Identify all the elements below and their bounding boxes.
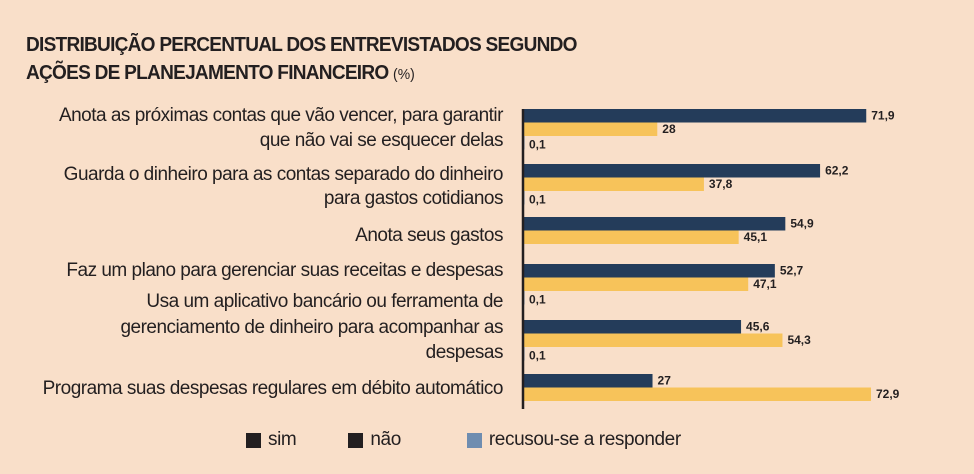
- value-label-recusou: 0,1: [529, 193, 546, 207]
- bar-nao: [524, 333, 783, 347]
- value-label-nao: 54,3: [787, 333, 811, 347]
- value-label-nao: 47,1: [753, 277, 777, 291]
- value-label-sim: 54,9: [790, 217, 814, 231]
- chart-title: DISTRIBUIÇÃO PERCENTUAL DOS ENTREVISTADO…: [26, 31, 577, 89]
- bar-nao: [524, 177, 704, 191]
- bar-nao: [524, 277, 749, 291]
- category-label: Programa suas despesas regulares em débi…: [43, 378, 503, 399]
- value-label-sim: 71,9: [871, 109, 895, 123]
- value-label-sim: 52,7: [780, 264, 804, 278]
- category-label: Faz um plano para gerenciar suas receita…: [66, 260, 503, 281]
- legend-swatch-recusou: [466, 432, 482, 448]
- category-label: Guarda o dinheiro para as contas separad…: [64, 164, 503, 185]
- bar-sim: [524, 320, 742, 334]
- legend-swatch-nao: [348, 432, 364, 448]
- category-label: para gastos cotidianos: [324, 188, 503, 209]
- legend-label-recusou: recusou-se a responder: [488, 429, 681, 450]
- bar-sim: [524, 264, 775, 278]
- bar-nao: [524, 230, 739, 244]
- value-label-sim: 27: [658, 374, 672, 388]
- bar-nao: [524, 122, 658, 136]
- legend-item-sim: sim: [246, 429, 297, 451]
- chart-title-line2-text: AÇÕES DE PLANEJAMENTO FINANCEIRO: [26, 61, 389, 84]
- value-label-sim: 62,2: [825, 164, 849, 178]
- bar-nao: [524, 387, 872, 401]
- legend-swatch-sim: [246, 432, 261, 448]
- value-label-recusou: 0,1: [529, 349, 546, 363]
- bar-sim: [524, 217, 786, 231]
- value-label-nao: 28: [662, 122, 676, 136]
- category-label: Anota seus gastos: [355, 225, 503, 246]
- value-label-recusou: 0,1: [529, 293, 546, 307]
- value-label-nao: 72,9: [876, 387, 900, 401]
- bar-sim: [524, 109, 867, 123]
- category-label: que não vai se esquecer delas: [260, 130, 503, 151]
- value-label-sim: 45,6: [746, 320, 770, 334]
- legend: sim não recusou-se a responder: [246, 429, 733, 451]
- value-label-nao: 37,8: [709, 177, 733, 191]
- category-label: despesas: [426, 342, 503, 363]
- legend-item-nao: não: [348, 429, 401, 451]
- bar-sim: [524, 374, 653, 388]
- category-label: gerenciamento de dinheiro para acompanha…: [120, 317, 503, 338]
- value-label-recusou: 0,1: [529, 138, 546, 152]
- legend-label-sim: sim: [268, 429, 297, 450]
- chart-title-line1: DISTRIBUIÇÃO PERCENTUAL DOS ENTREVISTADO…: [26, 33, 577, 56]
- category-label: Anota as próximas contas que vão vencer,…: [59, 105, 504, 126]
- legend-item-recusou: recusou-se a responder: [466, 429, 681, 451]
- category-label: Usa um aplicativo bancário ou ferramenta…: [146, 291, 503, 312]
- value-label-nao: 45,1: [744, 230, 768, 244]
- chart-title-unit: (%): [393, 66, 415, 83]
- chart-title-line2: AÇÕES DE PLANEJAMENTO FINANCEIRO (%): [26, 59, 577, 89]
- legend-label-nao: não: [370, 429, 401, 450]
- bar-sim: [524, 164, 821, 178]
